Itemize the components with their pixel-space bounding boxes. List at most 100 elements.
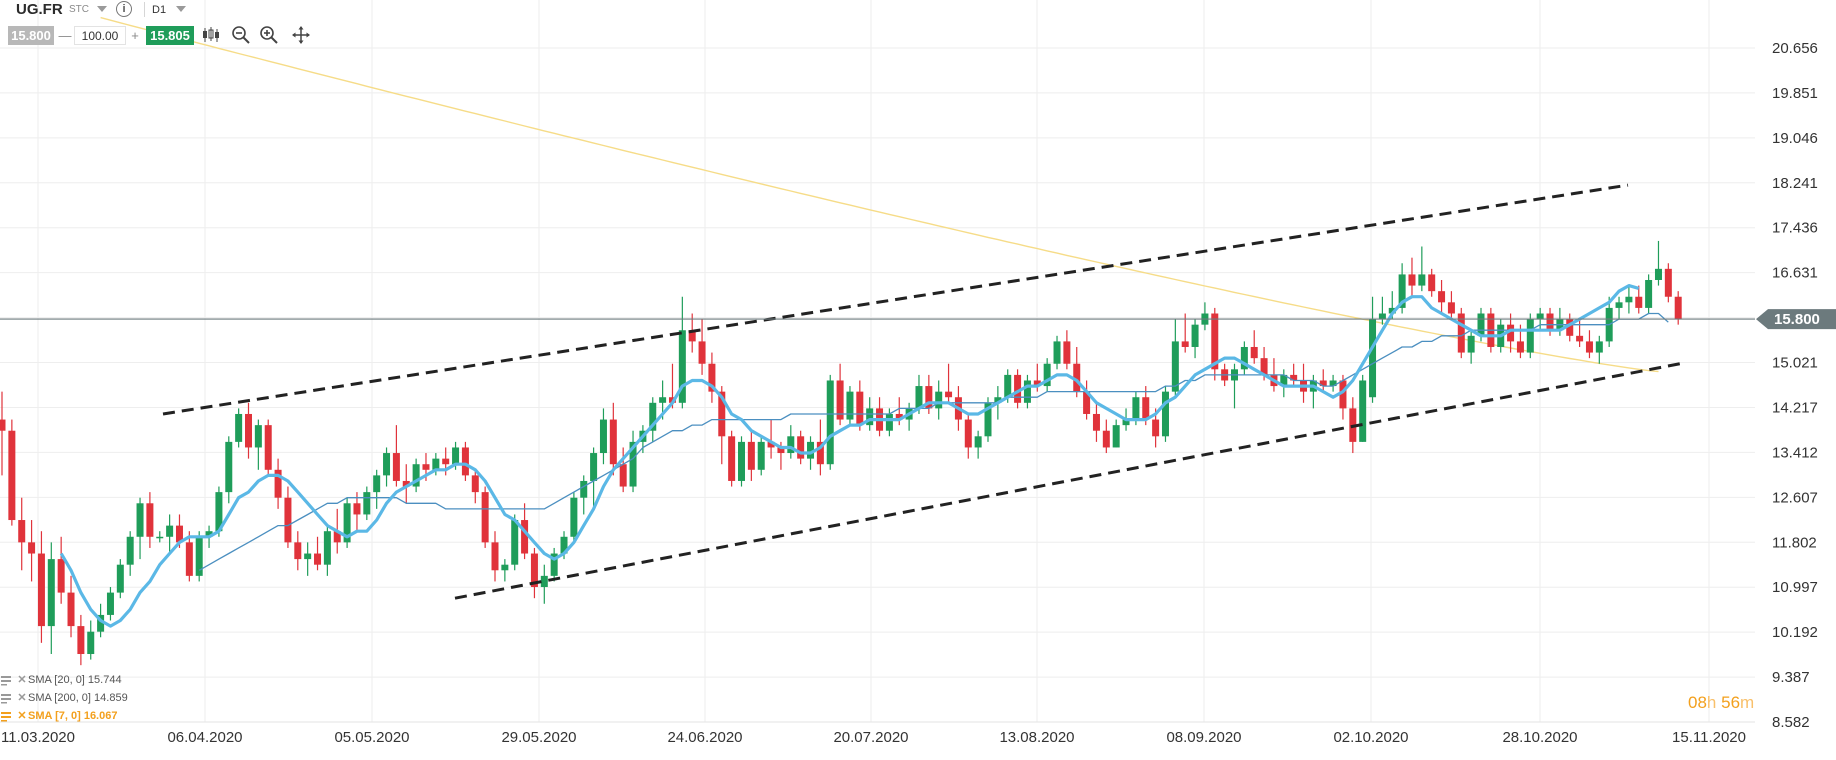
candle-body xyxy=(1526,319,1534,353)
candle-body xyxy=(1566,319,1574,336)
candle-body xyxy=(323,531,331,565)
candle-body xyxy=(1359,380,1367,442)
candle xyxy=(708,352,716,403)
candle xyxy=(156,531,164,543)
candle-body xyxy=(826,380,834,465)
legend-sma200[interactable]: ✕SMA [200, 0] 14.859 xyxy=(0,689,128,707)
candle-body xyxy=(1063,341,1071,364)
candle-body xyxy=(264,425,272,470)
quantity-input[interactable]: 100.00 xyxy=(74,26,126,45)
timer-h-unit: h xyxy=(1706,693,1717,712)
symbol-label[interactable]: UG.FR xyxy=(16,1,63,18)
candle-body xyxy=(1378,313,1386,320)
legend-sma7[interactable]: ✕SMA [7, 0] 16.067 xyxy=(0,707,128,725)
candle-body xyxy=(1645,279,1653,308)
candle-body xyxy=(1092,413,1100,431)
candle xyxy=(1083,380,1091,420)
candle xyxy=(580,475,588,515)
candle xyxy=(146,492,154,548)
candle xyxy=(570,492,578,543)
indicator-icon xyxy=(1,676,11,686)
candle-body xyxy=(1576,335,1584,342)
candle xyxy=(1526,313,1534,359)
quantity-increase-button[interactable]: + xyxy=(131,28,139,43)
candle xyxy=(18,497,26,571)
info-icon[interactable]: i xyxy=(116,1,132,17)
candle xyxy=(649,397,657,442)
candlestick-chart-icon[interactable] xyxy=(200,24,222,46)
y-tick-label: 16.631 xyxy=(1772,265,1818,282)
indicator-icon xyxy=(1,712,11,722)
candle xyxy=(836,363,844,426)
candle-body xyxy=(1014,374,1022,403)
crosshair-move-icon[interactable] xyxy=(290,24,312,46)
candle xyxy=(1102,419,1110,454)
last-price-tag xyxy=(1756,309,1836,330)
candle xyxy=(629,430,637,493)
candle xyxy=(353,492,361,532)
candle xyxy=(1339,374,1347,420)
candle-body xyxy=(1142,397,1150,420)
candle-body xyxy=(521,520,529,554)
sma200-line xyxy=(100,16,1659,373)
buy-price-button[interactable]: 15.805 xyxy=(146,26,194,45)
candle-body xyxy=(1191,324,1199,347)
y-tick-label: 19.046 xyxy=(1772,130,1818,147)
candle xyxy=(1359,374,1367,442)
last-price-group: 15.800 xyxy=(0,309,1836,330)
candle-body xyxy=(984,402,992,437)
candle-body xyxy=(67,592,75,627)
remove-indicator-icon[interactable]: ✕ xyxy=(17,710,27,722)
candle xyxy=(166,514,174,554)
candle xyxy=(235,408,243,448)
candle-body xyxy=(412,464,420,487)
legend-sma20[interactable]: ✕SMA [20, 0] 15.744 xyxy=(0,671,128,689)
candle-body xyxy=(935,391,943,409)
candle-body xyxy=(1023,380,1031,403)
timeframe-select[interactable]: D1 xyxy=(152,4,167,16)
lower-trendline xyxy=(454,362,1681,600)
candle xyxy=(1645,274,1653,314)
candle xyxy=(599,408,607,465)
timeframe-dropdown-icon[interactable] xyxy=(176,6,186,12)
y-tick-label: 19.851 xyxy=(1772,85,1818,102)
candle-body xyxy=(1457,313,1465,353)
candle xyxy=(885,408,893,437)
candle-body xyxy=(816,441,824,465)
candle-body xyxy=(1418,274,1426,286)
candle xyxy=(1280,369,1288,398)
candle-body xyxy=(343,503,351,543)
candle xyxy=(757,436,765,476)
candle-body xyxy=(1122,419,1130,426)
candle-body xyxy=(1507,324,1515,342)
candle xyxy=(1171,319,1179,398)
candle-body xyxy=(1546,313,1554,331)
candle-body xyxy=(1053,341,1061,364)
quantity-decrease-button[interactable]: — xyxy=(58,28,72,43)
remove-indicator-icon[interactable]: ✕ xyxy=(17,674,27,686)
candle xyxy=(373,469,381,509)
upper-trendline xyxy=(162,183,1629,416)
x-tick-label: 13.08.2020 xyxy=(999,729,1074,746)
candle xyxy=(1635,285,1643,314)
candle xyxy=(284,486,292,548)
candle xyxy=(77,614,85,666)
zoom-in-icon[interactable] xyxy=(258,24,280,46)
y-tick-label: 9.387 xyxy=(1772,669,1810,686)
legend-sma200-label: SMA [200, 0] 14.859 xyxy=(28,692,128,704)
zoom-out-icon[interactable] xyxy=(230,24,252,46)
remove-indicator-icon[interactable]: ✕ xyxy=(17,692,27,704)
candle xyxy=(1585,330,1593,359)
candle xyxy=(461,441,469,481)
market-label[interactable]: STC xyxy=(69,4,89,15)
candle-body xyxy=(1369,319,1377,398)
sell-price-button[interactable]: 15.800 xyxy=(8,26,54,45)
candle-body xyxy=(1240,346,1248,370)
candle-body xyxy=(146,503,154,537)
candle xyxy=(619,447,627,493)
candle-body xyxy=(481,492,489,543)
candle xyxy=(1329,374,1337,392)
y-tick-label: 13.412 xyxy=(1772,444,1818,461)
market-dropdown-icon[interactable] xyxy=(97,6,107,12)
